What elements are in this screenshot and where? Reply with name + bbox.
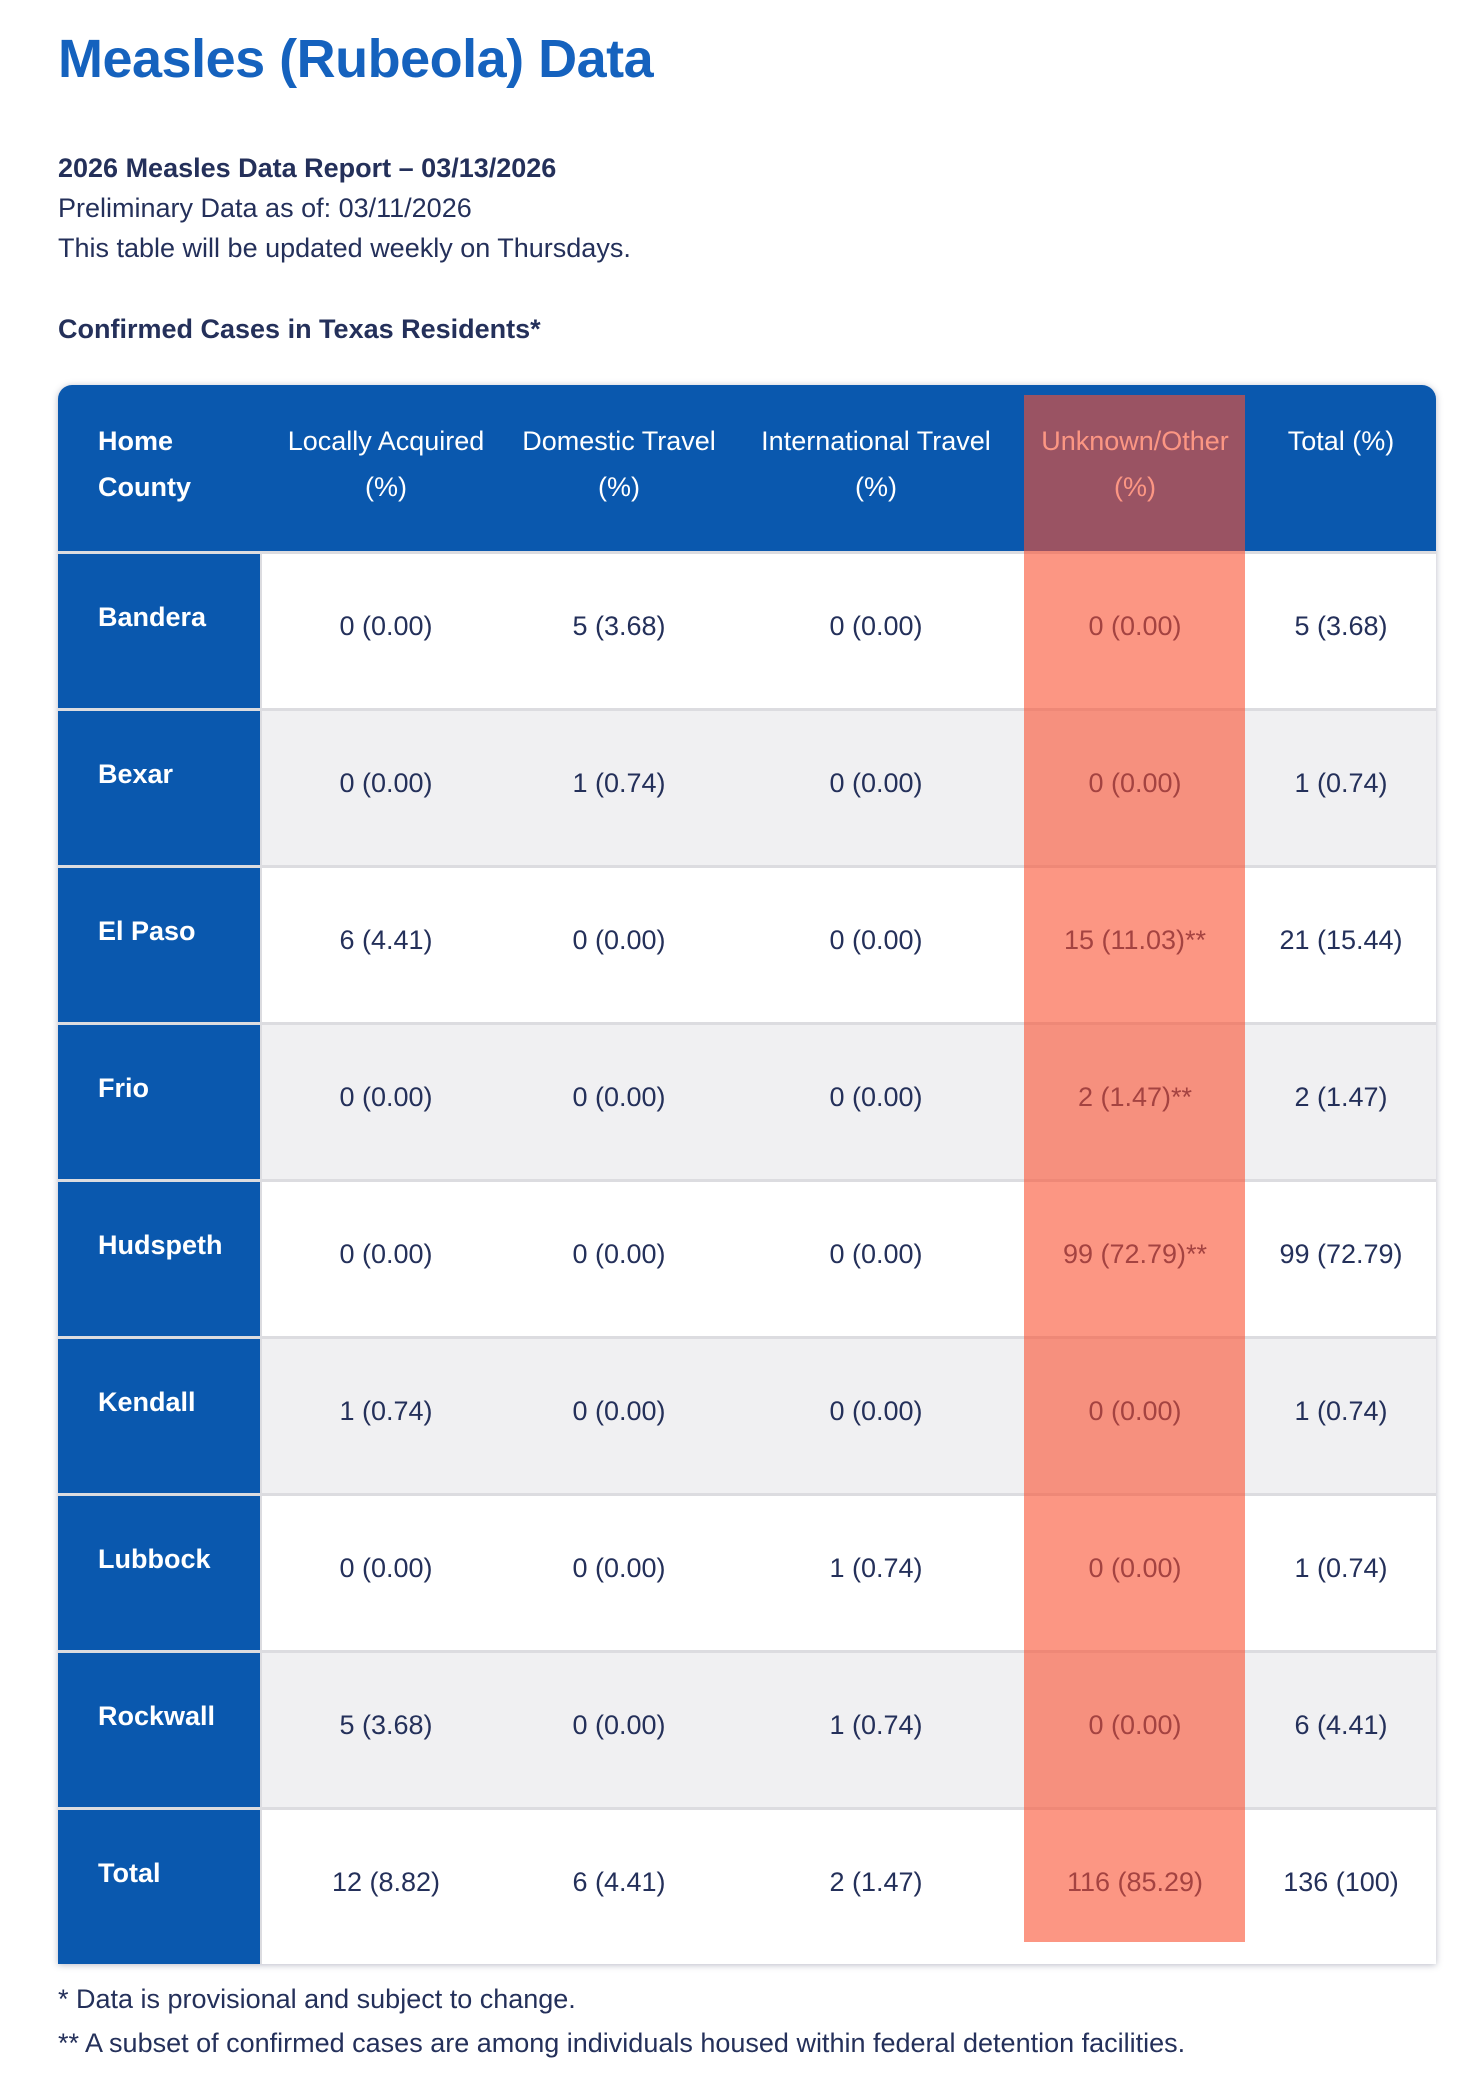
report-intro: 2026 Measles Data Report – 03/13/2026 Pr… — [58, 148, 1436, 268]
county-cell: Kendall — [58, 1335, 262, 1493]
county-cell: El Paso — [58, 864, 262, 1022]
column-header-unknown-other: Unknown/Other (%) — [1024, 384, 1246, 551]
county-cell: Total — [58, 1806, 262, 1964]
table-row: Lubbock 0 (0.00) 0 (0.00) 1 (0.74) 0 (0.… — [58, 1492, 1436, 1650]
value-cell: 1 (0.74) — [728, 1492, 1024, 1650]
header-line: (%) — [855, 471, 897, 502]
header-line: (%) — [365, 471, 407, 502]
header-line: (%) — [1114, 471, 1156, 502]
column-header-international-travel: International Travel (%) — [728, 384, 1024, 551]
value-cell: 1 (0.74) — [728, 1649, 1024, 1807]
header-line: Total (%) — [1287, 425, 1395, 456]
value-cell: 1 (0.74) — [1246, 1492, 1436, 1650]
value-cell: 0 (0.00) — [728, 1178, 1024, 1336]
value-cell: 12 (8.82) — [262, 1806, 510, 1964]
value-cell: 0 (0.00) — [1024, 550, 1246, 708]
value-cell: 2 (1.47) — [728, 1806, 1024, 1964]
value-cell: 0 (0.00) — [1024, 707, 1246, 865]
confirmed-cases-table: Home County Locally Acquired (%) Domesti… — [58, 384, 1436, 1964]
column-header-locally-acquired: Locally Acquired (%) — [262, 384, 510, 551]
value-cell: 116 (85.29) — [1024, 1806, 1246, 1964]
preliminary-data-line: Preliminary Data as of: 03/11/2026 — [58, 192, 472, 223]
column-header-home-county: Home County — [58, 384, 262, 551]
cases-table-container: Home County Locally Acquired (%) Domesti… — [58, 384, 1436, 1964]
table-row: Hudspeth 0 (0.00) 0 (0.00) 0 (0.00) 99 (… — [58, 1178, 1436, 1336]
table-header-row: Home County Locally Acquired (%) Domesti… — [58, 384, 1436, 551]
table-row: Frio 0 (0.00) 0 (0.00) 0 (0.00) 2 (1.47)… — [58, 1021, 1436, 1179]
header-line: International Travel — [761, 425, 991, 456]
header-line: County — [98, 471, 191, 502]
value-cell: 0 (0.00) — [728, 550, 1024, 708]
value-cell: 0 (0.00) — [262, 1178, 510, 1336]
value-cell: 2 (1.47) — [1246, 1021, 1436, 1179]
value-cell: 0 (0.00) — [262, 707, 510, 865]
county-cell: Bandera — [58, 550, 262, 708]
county-cell: Frio — [58, 1021, 262, 1179]
county-cell: Lubbock — [58, 1492, 262, 1650]
value-cell: 99 (72.79)** — [1024, 1178, 1246, 1336]
value-cell: 6 (4.41) — [510, 1806, 728, 1964]
value-cell: 0 (0.00) — [262, 1021, 510, 1179]
header-line: (%) — [598, 471, 640, 502]
value-cell: 0 (0.00) — [262, 1492, 510, 1650]
value-cell: 0 (0.00) — [510, 864, 728, 1022]
value-cell: 0 (0.00) — [510, 1178, 728, 1336]
value-cell: 0 (0.00) — [510, 1649, 728, 1807]
value-cell: 0 (0.00) — [510, 1492, 728, 1650]
value-cell: 1 (0.74) — [510, 707, 728, 865]
value-cell: 0 (0.00) — [728, 864, 1024, 1022]
table-row: Bandera 0 (0.00) 5 (3.68) 0 (0.00) 0 (0.… — [58, 550, 1436, 708]
update-schedule-line: This table will be updated weekly on Thu… — [58, 232, 631, 263]
value-cell: 5 (3.68) — [510, 550, 728, 708]
value-cell: 0 (0.00) — [262, 550, 510, 708]
value-cell: 99 (72.79) — [1246, 1178, 1436, 1336]
value-cell: 2 (1.47)** — [1024, 1021, 1246, 1179]
value-cell: 1 (0.74) — [1246, 707, 1436, 865]
value-cell: 6 (4.41) — [262, 864, 510, 1022]
county-cell: Hudspeth — [58, 1178, 262, 1336]
column-header-domestic-travel: Domestic Travel (%) — [510, 384, 728, 551]
value-cell: 0 (0.00) — [1024, 1335, 1246, 1493]
value-cell: 15 (11.03)** — [1024, 864, 1246, 1022]
table-total-row: Total 12 (8.82) 6 (4.41) 2 (1.47) 116 (8… — [58, 1806, 1436, 1964]
value-cell: 0 (0.00) — [728, 707, 1024, 865]
county-cell: Rockwall — [58, 1649, 262, 1807]
table-row: Rockwall 5 (3.68) 0 (0.00) 1 (0.74) 0 (0… — [58, 1649, 1436, 1807]
value-cell: 5 (3.68) — [1246, 550, 1436, 708]
value-cell: 6 (4.41) — [1246, 1649, 1436, 1807]
table-caption: Confirmed Cases in Texas Residents* — [58, 313, 541, 344]
county-cell: Bexar — [58, 707, 262, 865]
header-line: Domestic Travel — [522, 425, 716, 456]
value-cell: 0 (0.00) — [510, 1021, 728, 1179]
value-cell: 0 (0.00) — [510, 1335, 728, 1493]
value-cell: 1 (0.74) — [262, 1335, 510, 1493]
value-cell: 0 (0.00) — [1024, 1649, 1246, 1807]
footnotes: * Data is provisional and subject to cha… — [58, 1978, 1436, 2064]
value-cell: 0 (0.00) — [1024, 1492, 1246, 1650]
footnote-detention: ** A subset of confirmed cases are among… — [58, 2027, 1186, 2058]
value-cell: 5 (3.68) — [262, 1649, 510, 1807]
header-line: Unknown/Other — [1041, 425, 1229, 456]
value-cell: 21 (15.44) — [1246, 864, 1436, 1022]
table-row: El Paso 6 (4.41) 0 (0.00) 0 (0.00) 15 (1… — [58, 864, 1436, 1022]
page-title: Measles (Rubeola) Data — [58, 29, 654, 89]
table-row: Bexar 0 (0.00) 1 (0.74) 0 (0.00) 0 (0.00… — [58, 707, 1436, 865]
value-cell: 0 (0.00) — [728, 1021, 1024, 1179]
column-header-total: Total (%) — [1246, 384, 1436, 551]
value-cell: 136 (100) — [1246, 1806, 1436, 1964]
footnote-provisional: * Data is provisional and subject to cha… — [58, 1983, 576, 2014]
value-cell: 0 (0.00) — [728, 1335, 1024, 1493]
table-row: Kendall 1 (0.74) 0 (0.00) 0 (0.00) 0 (0.… — [58, 1335, 1436, 1493]
header-line: Locally Acquired — [287, 425, 485, 456]
value-cell: 1 (0.74) — [1246, 1335, 1436, 1493]
header-line: Home — [98, 425, 174, 456]
report-heading: 2026 Measles Data Report – 03/13/2026 — [58, 152, 557, 183]
